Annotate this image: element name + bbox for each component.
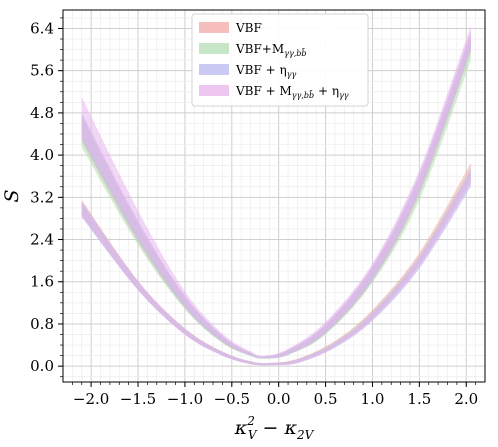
y-tick-label: 0.0 (30, 357, 54, 375)
y-axis-label: S (1, 189, 23, 202)
band-series-1-1 (81, 41, 471, 359)
y-tick-label: 2.4 (30, 231, 54, 249)
x-tick-label: 2.0 (454, 390, 478, 408)
y-tick-label: 6.4 (30, 19, 54, 37)
x-tick-label: 1.0 (361, 390, 385, 408)
x-tick-label: 1.5 (407, 390, 431, 408)
legend-entry: VBF + Mγγ,bb̄ + ηγγ (235, 84, 349, 100)
x-tick-label: −1.0 (167, 390, 203, 408)
y-tick-label: 5.6 (30, 62, 54, 80)
legend-swatch (199, 43, 229, 54)
legend-box (191, 13, 369, 107)
x-tick-label: −0.5 (214, 390, 250, 408)
legend-entry: VBF+Mγγ,bb̄ (235, 42, 307, 58)
x-tick-label: 0.0 (267, 390, 291, 408)
x-tick-label: −2.0 (73, 390, 109, 408)
legend-swatch (199, 64, 229, 75)
y-tick-label: 4.0 (30, 146, 54, 164)
data-bands (81, 25, 471, 366)
legend-entry: VBF + ηγγ (235, 63, 296, 79)
legend-swatch (199, 22, 229, 33)
axis-ticks: −2.0 −1.5 −1.0 −0.5 0.0 0.5 1.0 1.5 2.0 0.0 0.8 1.6… (30, 17, 478, 408)
legend-swatch (199, 85, 229, 96)
y-tick-label: 3.2 (30, 188, 54, 206)
legend-entry: VBF (235, 21, 262, 35)
y-tick-label: 0.8 (30, 315, 54, 333)
band-series-3-1 (81, 25, 471, 359)
y-tick-label: 4.8 (30, 104, 54, 122)
plot-frame (62, 9, 486, 383)
x-tick-label: −1.5 (120, 390, 156, 408)
x-tick-label: 0.5 (314, 390, 338, 408)
legend: VBF VBF+Mγγ,bb̄ VBF + ηγγ VBF + Mγγ,bb̄ + η… (191, 13, 369, 107)
y-tick-label: 1.6 (30, 273, 54, 291)
x-axis-label: κ2 V − κ2V (234, 414, 315, 442)
band-series-3-0 (81, 169, 471, 366)
